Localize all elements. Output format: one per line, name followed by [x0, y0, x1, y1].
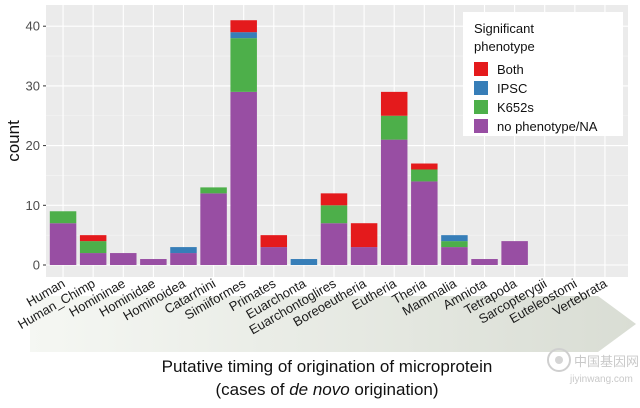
bar-segment: [441, 235, 468, 242]
bar-segment: [230, 32, 257, 39]
legend-swatch: [474, 62, 488, 76]
caption-italic: de novo: [289, 380, 350, 399]
bar-segment: [501, 241, 528, 265]
bar-segment: [441, 247, 468, 265]
bar-segment: [471, 259, 498, 265]
watermark-cn: 中国基因网: [574, 355, 639, 370]
bar-segment: [380, 139, 408, 265]
bar-segment: [230, 38, 257, 92]
caption-line1: Putative timing of origination of microp…: [162, 357, 493, 376]
bars: [49, 20, 528, 266]
bar-segment: [380, 91, 408, 116]
caption-prefix: (cases of: [215, 380, 289, 399]
bar-segment: [411, 163, 438, 170]
watermark-logo-icon: [547, 348, 571, 372]
bar-segment: [79, 235, 107, 242]
bar-segment: [290, 259, 318, 265]
caption-suffix: origination): [350, 380, 439, 399]
y-axis-ticks: 0 10 20 30 40: [26, 19, 46, 273]
bar-segment: [411, 169, 438, 182]
bar-segment: [200, 193, 227, 265]
bar-segment: [350, 247, 378, 265]
legend: Significant phenotype Both IPSC K652s no ph…: [463, 12, 623, 136]
legend-title-line2: phenotype: [474, 39, 535, 54]
watermark: 中国基因网 jiyinwang.com: [547, 348, 639, 385]
legend-title-line1: Significant: [474, 21, 534, 36]
y-tick-label: 10: [26, 198, 40, 213]
bar-segment: [200, 187, 227, 194]
bar-segment: [441, 241, 468, 248]
bar-segment: [230, 20, 257, 33]
y-tick-label: 40: [26, 19, 40, 34]
legend-swatch: [474, 119, 488, 133]
caption-line2: (cases of de novo origination): [215, 380, 438, 399]
bar-segment: [320, 193, 348, 206]
bar-segment: [350, 223, 378, 248]
bar-segment: [260, 235, 288, 248]
bar-segment: [49, 223, 77, 265]
bar-segment: [79, 241, 107, 254]
legend-items: Both IPSC K652s no phenotype/NA: [474, 62, 598, 134]
y-tick-label: 20: [26, 138, 40, 153]
bar-segment: [110, 253, 137, 265]
y-axis-label: count: [4, 120, 23, 162]
bar-segment: [260, 247, 288, 265]
bar-segment: [320, 205, 348, 224]
legend-swatch: [474, 100, 488, 114]
timeline-arrow: [30, 296, 636, 352]
legend-label: Both: [497, 62, 524, 77]
legend-label: IPSC: [497, 81, 527, 96]
bar-segment: [170, 253, 197, 265]
legend-swatch: [474, 81, 488, 95]
y-tick-label: 0: [33, 258, 40, 273]
bar-segment: [140, 259, 167, 265]
bar-segment: [170, 247, 197, 254]
legend-label: K652s: [497, 100, 534, 115]
bar-segment: [230, 91, 257, 266]
watermark-url: jiyinwang.com: [569, 374, 633, 385]
bar-segment: [49, 211, 77, 224]
bar-segment: [380, 115, 408, 140]
y-tick-label: 30: [26, 78, 40, 93]
bar-segment: [320, 223, 348, 265]
bar-segment: [411, 181, 438, 265]
legend-label: no phenotype/NA: [497, 119, 598, 134]
bar-segment: [79, 253, 107, 265]
